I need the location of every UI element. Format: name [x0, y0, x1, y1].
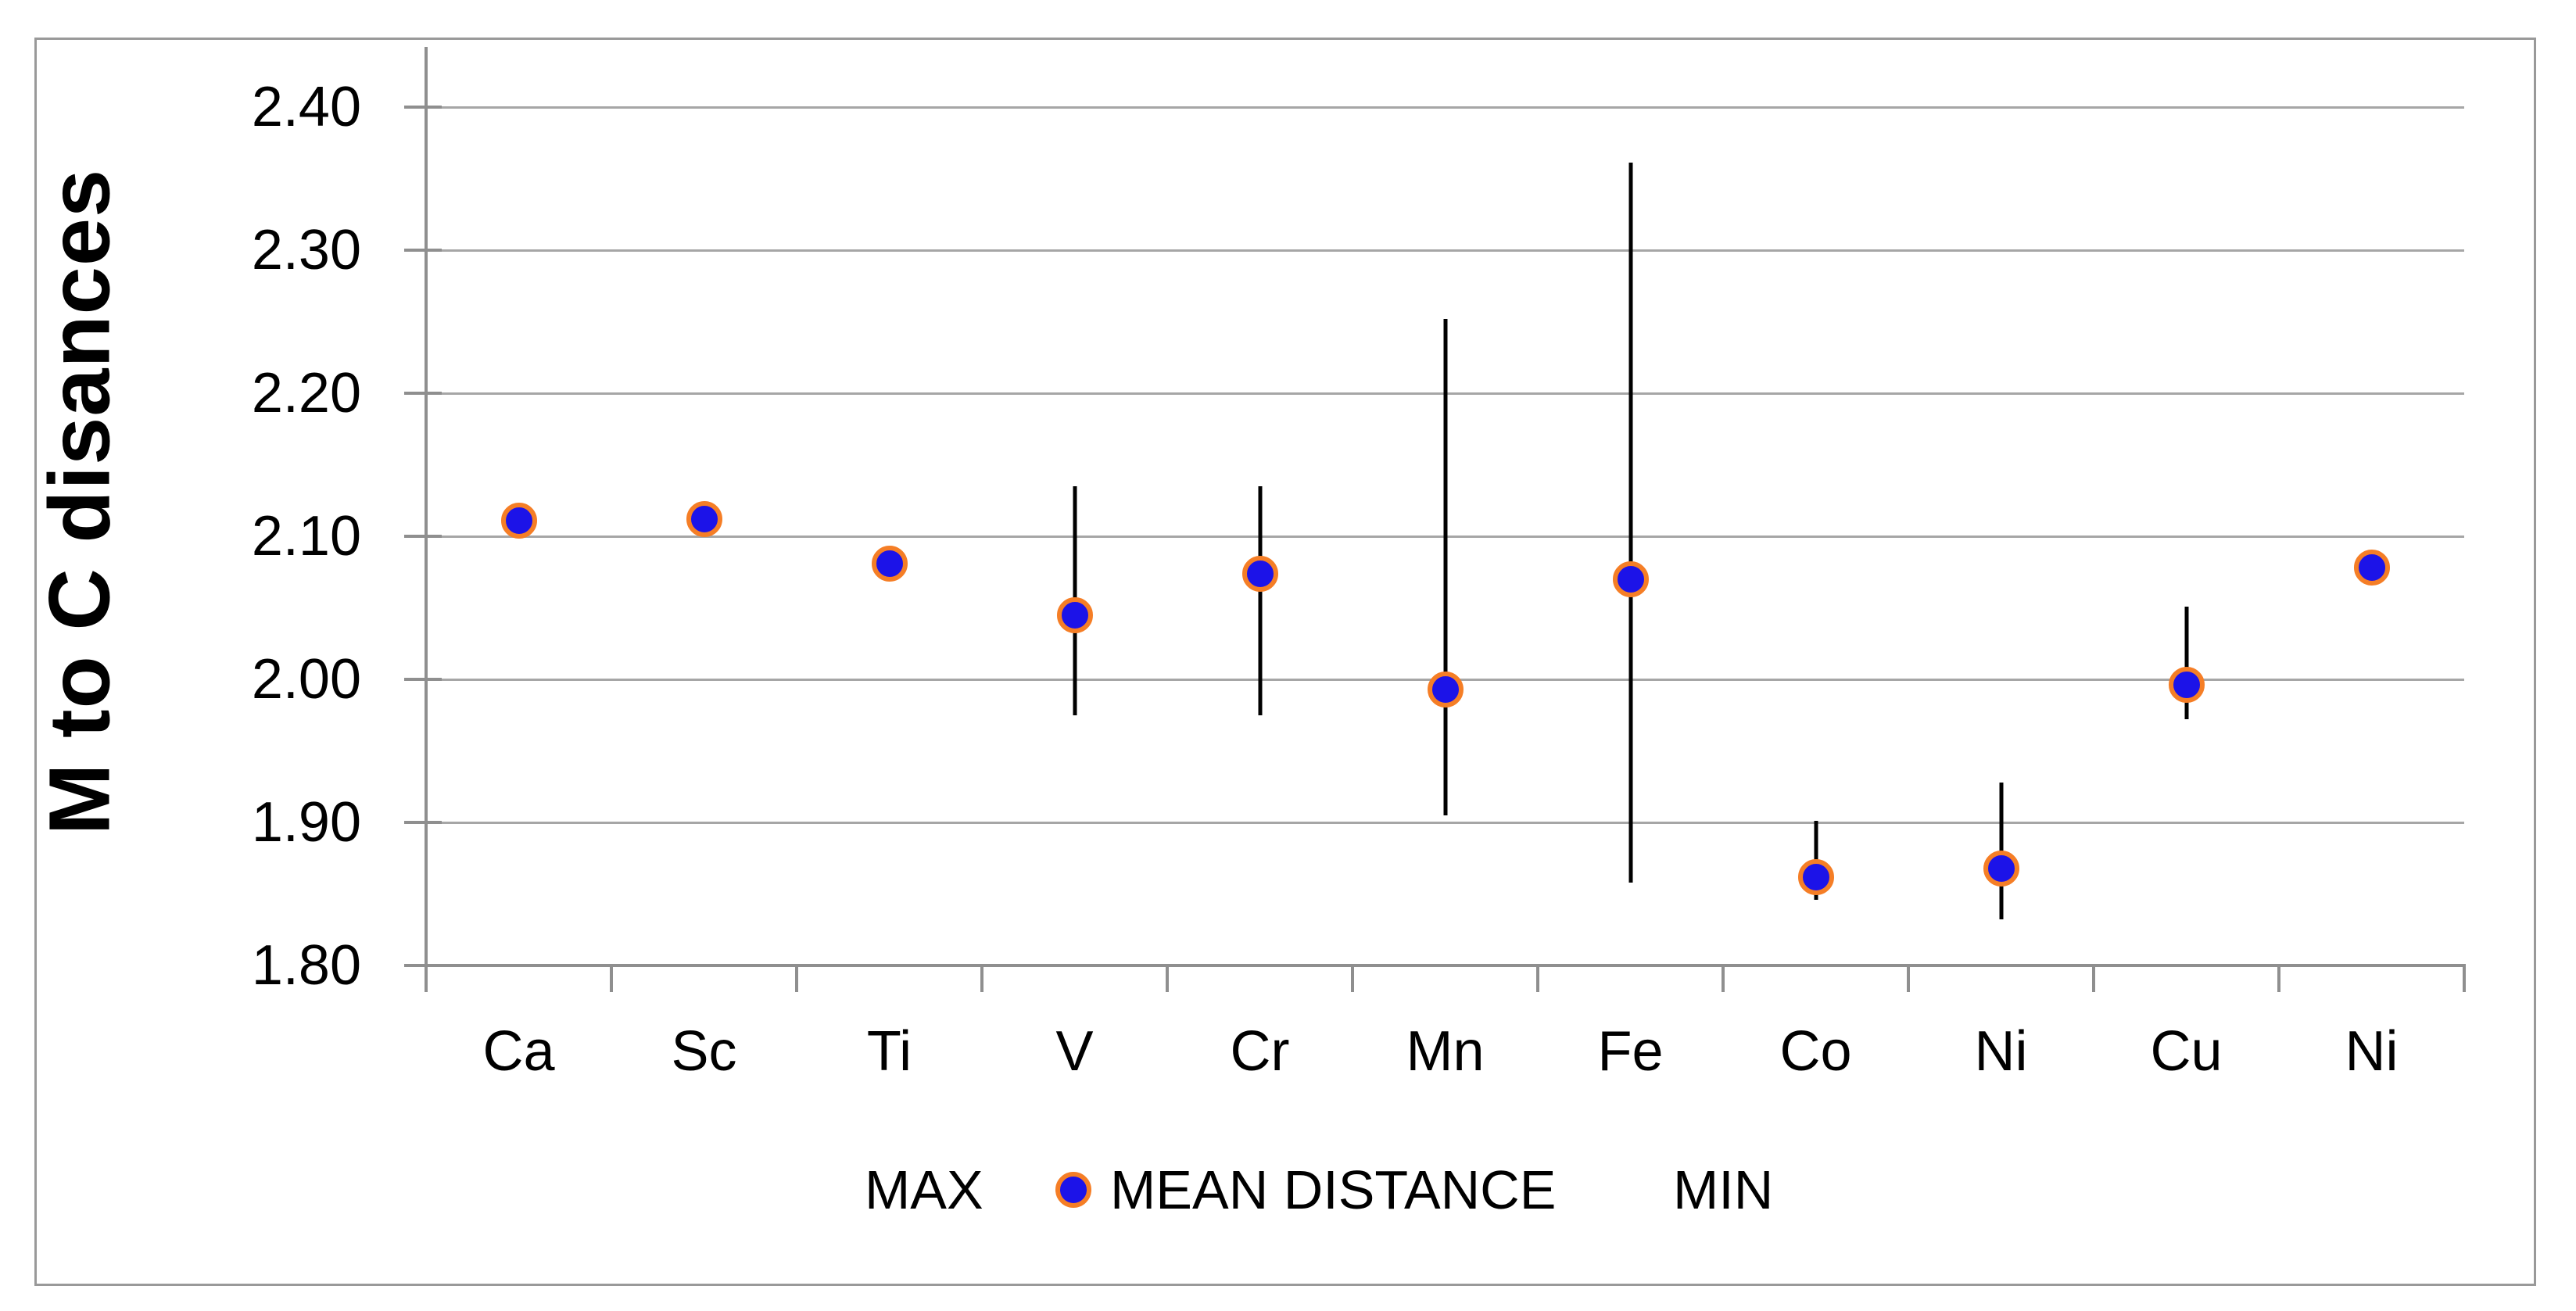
category-label: Ni	[1974, 1020, 2028, 1083]
y-axis-tick	[404, 964, 442, 967]
x-axis-tick	[1536, 965, 1539, 992]
data-point-marker	[1427, 671, 1464, 707]
error-bar	[2184, 606, 2188, 720]
x-axis-tick	[795, 965, 798, 992]
category-label: Fe	[1597, 1020, 1664, 1083]
legend-item-mean-distance: MEAN DISTANCE	[1110, 1159, 1557, 1220]
x-axis-tick	[2463, 965, 2466, 992]
y-axis-tick	[404, 535, 442, 538]
error-bar	[1258, 485, 1262, 715]
category-label: Sc	[671, 1020, 737, 1083]
legend-item-min: MIN	[1673, 1159, 1774, 1220]
data-point-marker	[2168, 667, 2205, 704]
x-axis-tick	[980, 965, 983, 992]
y-axis-tick	[404, 821, 442, 824]
gridline	[426, 821, 2464, 824]
data-point-marker	[1241, 555, 1278, 592]
data-point-marker	[1612, 561, 1649, 597]
category-label: Ni	[2345, 1020, 2399, 1083]
data-point-marker	[2353, 550, 2390, 586]
x-axis-tick	[2092, 965, 2095, 992]
data-point-marker	[871, 545, 908, 582]
y-axis-title: M to C disances	[31, 168, 128, 836]
x-axis-tick	[2277, 965, 2280, 992]
chart-frame	[34, 38, 2536, 1286]
y-tick-label: 2.10	[251, 505, 361, 568]
gridline	[426, 106, 2464, 109]
category-label: Ca	[482, 1020, 555, 1083]
y-axis-tick	[404, 249, 442, 252]
data-point-marker	[500, 502, 537, 539]
category-label: Mn	[1406, 1020, 1485, 1083]
y-axis-tick	[404, 678, 442, 681]
y-tick-label: 2.20	[251, 362, 361, 424]
x-axis-tick	[1166, 965, 1169, 992]
category-label: Cr	[1230, 1020, 1290, 1083]
data-point-marker	[1056, 596, 1093, 633]
x-axis-tick	[1351, 965, 1354, 992]
y-axis-tick	[404, 392, 442, 395]
legend-item-max: MAX	[865, 1159, 983, 1220]
y-axis-line	[425, 47, 428, 967]
x-axis-tick	[1722, 965, 1725, 992]
y-axis-tick	[404, 106, 442, 109]
y-tick-label: 1.90	[251, 791, 361, 854]
category-label: V	[1055, 1020, 1094, 1083]
y-tick-label: 1.80	[251, 934, 361, 997]
gridline	[426, 249, 2464, 252]
data-point-marker	[1797, 858, 1834, 895]
mean-distance-marker-icon	[1055, 1172, 1091, 1208]
x-axis-tick	[425, 965, 428, 992]
x-axis-line	[425, 964, 2466, 967]
x-axis-tick	[610, 965, 613, 992]
category-label: Ti	[866, 1020, 912, 1083]
x-axis-tick	[1907, 965, 1910, 992]
y-tick-label: 2.30	[251, 219, 361, 281]
error-bar	[1443, 318, 1447, 815]
data-point-marker	[1983, 850, 2019, 887]
error-bar	[1628, 163, 1632, 883]
category-label: Co	[1779, 1020, 1852, 1083]
category-label: Cu	[2150, 1020, 2223, 1083]
y-tick-label: 2.00	[251, 648, 361, 711]
data-point-marker	[686, 501, 722, 538]
y-tick-label: 2.40	[251, 76, 361, 138]
